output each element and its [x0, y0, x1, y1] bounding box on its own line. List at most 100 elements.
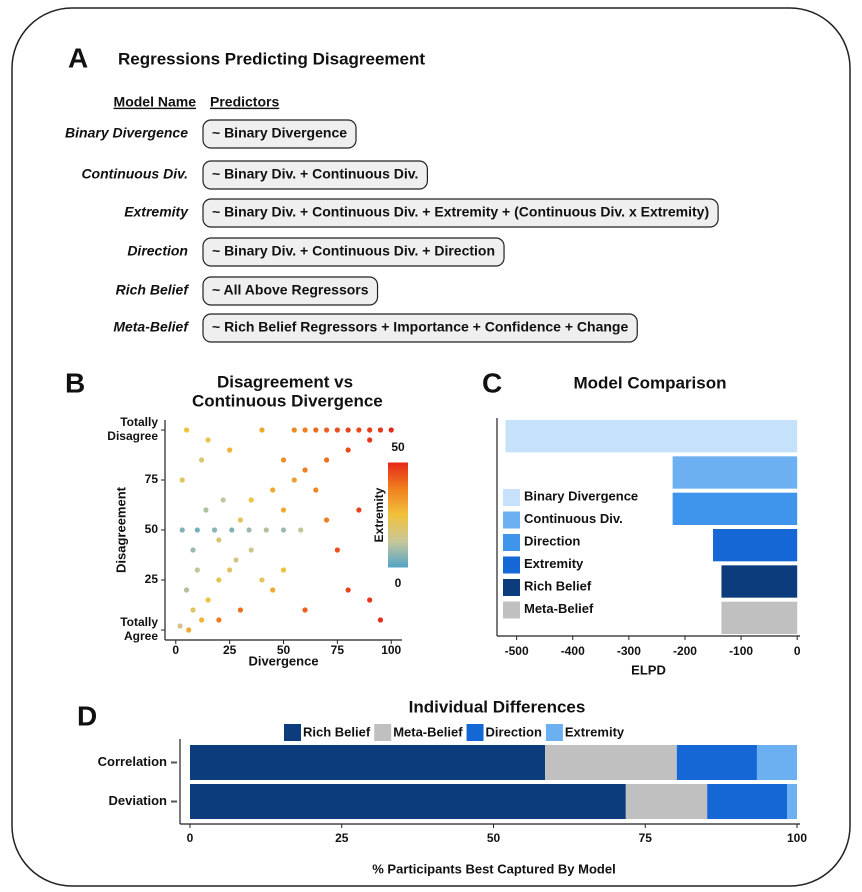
data-point — [199, 617, 205, 623]
predictor-box — [202, 313, 638, 343]
x-tick-label: 75 — [639, 831, 653, 845]
x-axis-label: Divergence — [248, 653, 318, 668]
data-point — [220, 497, 226, 503]
data-point — [323, 457, 330, 463]
data-point — [190, 607, 196, 613]
bar-segment — [676, 745, 757, 780]
x-tick-label: -200 — [673, 644, 697, 658]
data-point — [313, 427, 319, 433]
data-point — [298, 527, 304, 533]
x-tick-label: 0 — [794, 644, 801, 658]
data-point — [237, 517, 244, 523]
model-name: Meta-Belief — [113, 319, 189, 335]
x-tick-label: -500 — [505, 644, 529, 658]
data-point — [259, 427, 265, 433]
predictors: ~ Rich Belief Regressors + Importance + … — [212, 319, 628, 335]
colorbar — [388, 462, 408, 568]
data-point — [233, 557, 239, 563]
data-point — [205, 597, 211, 603]
x-tick-label: 75 — [331, 643, 345, 657]
legend-label: Meta-Belief — [393, 724, 463, 739]
bar-segment — [707, 784, 788, 819]
model-name: Continuous Div. — [81, 166, 188, 182]
legend-label: Extremity — [565, 724, 625, 739]
data-point — [367, 437, 373, 443]
data-point — [323, 427, 330, 433]
predictor-box — [202, 119, 357, 149]
data-point — [280, 527, 287, 533]
legend-label: Continuous Div. — [524, 511, 623, 526]
data-point — [199, 457, 205, 463]
legend-swatch — [503, 511, 520, 529]
x-tick-label: 25 — [335, 831, 349, 845]
legend-label: Rich Belief — [524, 578, 592, 593]
legend-swatch — [503, 489, 520, 506]
bar-segment — [756, 745, 797, 780]
predictors: ~ Binary Div. + Continuous Div. — [212, 166, 418, 182]
bar-segment — [190, 784, 626, 819]
predictor-box — [202, 198, 719, 228]
model-name: Direction — [127, 243, 188, 259]
data-point — [190, 547, 196, 553]
legend-swatch — [545, 724, 563, 741]
x-axis-label: ELPD — [631, 662, 666, 677]
predictors: ~ Binary Div. + Continuous Div. + Extrem… — [212, 204, 709, 220]
bar — [672, 492, 798, 525]
data-point — [216, 617, 222, 623]
data-point — [246, 527, 252, 533]
predictors: ~ Binary Div. + Continuous Div. + Direct… — [212, 243, 495, 259]
data-point — [345, 427, 351, 433]
data-point — [334, 427, 340, 433]
data-point — [205, 437, 211, 443]
colorbar-tick-label: 0 — [395, 576, 402, 590]
data-point — [194, 567, 200, 573]
data-point — [388, 427, 394, 433]
data-point — [227, 447, 233, 453]
data-point — [248, 497, 254, 503]
colorbar-tick-label: 50 — [391, 440, 405, 454]
model-name: Rich Belief — [116, 282, 190, 298]
data-point — [377, 617, 384, 623]
bar-segment — [190, 745, 546, 780]
data-point — [367, 427, 373, 433]
bar-segment — [545, 745, 677, 780]
legend-label: Rich Belief — [303, 724, 371, 739]
data-point — [179, 477, 185, 483]
data-point — [203, 507, 209, 513]
y-tick-label: 50 — [145, 522, 159, 536]
x-tick-label: -400 — [561, 644, 585, 658]
legend-swatch — [503, 579, 520, 596]
colorbar-label: Extremity — [372, 487, 386, 542]
predictors: ~ All Above Regressors — [212, 282, 369, 298]
data-point — [280, 567, 287, 573]
predictor-box — [202, 276, 379, 306]
data-point — [216, 537, 222, 543]
data-point — [356, 427, 362, 433]
x-tick-label: 0 — [172, 643, 179, 657]
data-point — [345, 447, 351, 453]
chart-title: Model Comparison — [573, 373, 726, 392]
x-tick-label: 50 — [277, 643, 291, 657]
y-tick-label: 75 — [145, 472, 159, 486]
chart-title: Disagreement vs Continuous Divergence — [187, 373, 383, 411]
data-point — [302, 427, 308, 433]
bar — [505, 420, 798, 453]
data-point — [270, 487, 276, 493]
panel-letter: B — [65, 367, 85, 398]
data-point — [313, 487, 319, 493]
panel-title: Regressions Predicting Disagreement — [118, 49, 425, 68]
data-point — [177, 623, 183, 629]
legend-swatch — [466, 724, 484, 741]
y-axis-label: Disagreement — [113, 486, 128, 573]
legend-label: Binary Divergence — [524, 488, 638, 503]
legend-label: Direction — [486, 724, 542, 739]
chart-title: Individual Differences — [409, 697, 586, 716]
data-point — [237, 607, 244, 613]
data-point — [291, 477, 297, 483]
model-name: Extremity — [124, 204, 189, 220]
predictors: ~ Binary Divergence — [212, 125, 347, 141]
x-axis-label: % Participants Best Captured By Model — [372, 861, 615, 876]
data-point — [345, 587, 351, 593]
data-point — [334, 547, 340, 553]
